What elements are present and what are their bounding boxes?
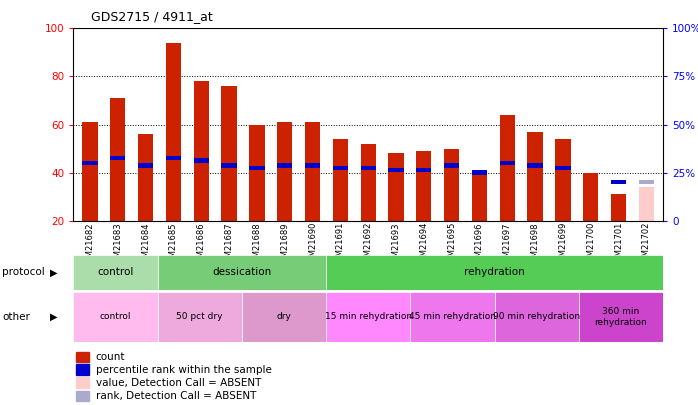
Bar — [277, 122, 292, 221]
Text: 50 pct dry: 50 pct dry — [177, 312, 223, 322]
Bar — [193, 158, 209, 163]
Bar — [166, 43, 181, 221]
Bar — [138, 134, 154, 221]
Bar — [388, 168, 403, 173]
Bar — [472, 171, 487, 175]
Bar — [500, 161, 515, 165]
Bar — [444, 149, 459, 221]
Bar — [611, 180, 626, 184]
Bar — [221, 86, 237, 221]
Text: value, Detection Call = ABSENT: value, Detection Call = ABSENT — [96, 378, 261, 388]
Bar — [76, 364, 89, 375]
Text: rehydration: rehydration — [464, 267, 525, 277]
Text: ▶: ▶ — [50, 267, 58, 277]
Bar — [305, 163, 320, 168]
Text: percentile rank within the sample: percentile rank within the sample — [96, 365, 272, 375]
Text: other: other — [2, 312, 30, 322]
Bar — [158, 255, 326, 290]
Bar — [305, 122, 320, 221]
Bar — [326, 255, 663, 290]
Bar — [193, 81, 209, 221]
Bar — [242, 292, 326, 342]
Bar — [583, 173, 598, 221]
Bar — [166, 156, 181, 160]
Bar — [110, 156, 126, 160]
Bar — [73, 255, 158, 290]
Text: dessication: dessication — [212, 267, 272, 277]
Text: control: control — [100, 312, 131, 322]
Bar — [495, 292, 579, 342]
Bar — [326, 292, 410, 342]
Bar — [500, 115, 515, 221]
Bar — [333, 139, 348, 221]
Bar — [611, 194, 626, 221]
Text: GDS2715 / 4911_at: GDS2715 / 4911_at — [91, 10, 212, 23]
Bar — [556, 139, 570, 221]
Bar — [388, 153, 403, 221]
Bar — [410, 292, 495, 342]
Bar — [158, 292, 242, 342]
Bar — [249, 166, 265, 170]
Text: control: control — [97, 267, 133, 277]
Bar — [76, 391, 89, 401]
Text: 45 min rehydration: 45 min rehydration — [409, 312, 496, 322]
Bar — [82, 161, 98, 165]
Bar — [416, 168, 431, 173]
Bar — [579, 292, 663, 342]
Bar — [361, 144, 376, 221]
Bar — [556, 166, 570, 170]
Bar — [416, 151, 431, 221]
Bar — [361, 166, 376, 170]
Text: 90 min rehydration: 90 min rehydration — [493, 312, 580, 322]
Text: count: count — [96, 352, 125, 362]
Bar — [528, 132, 543, 221]
Bar — [444, 163, 459, 168]
Bar — [110, 98, 126, 221]
Bar — [472, 173, 487, 221]
Text: 15 min rehydration: 15 min rehydration — [325, 312, 412, 322]
Text: ▶: ▶ — [50, 312, 58, 322]
Bar — [639, 187, 654, 221]
Bar — [249, 125, 265, 221]
Bar — [73, 292, 158, 342]
Text: dry: dry — [276, 312, 291, 322]
Bar — [82, 122, 98, 221]
Bar — [277, 163, 292, 168]
Bar — [221, 163, 237, 168]
Bar — [76, 352, 89, 362]
Bar — [528, 163, 543, 168]
Text: rank, Detection Call = ABSENT: rank, Detection Call = ABSENT — [96, 391, 256, 401]
Text: 360 min
rehydration: 360 min rehydration — [595, 307, 647, 326]
Bar — [639, 180, 654, 184]
Text: protocol: protocol — [2, 267, 45, 277]
Bar — [138, 163, 154, 168]
Bar — [76, 377, 89, 388]
Bar — [333, 166, 348, 170]
